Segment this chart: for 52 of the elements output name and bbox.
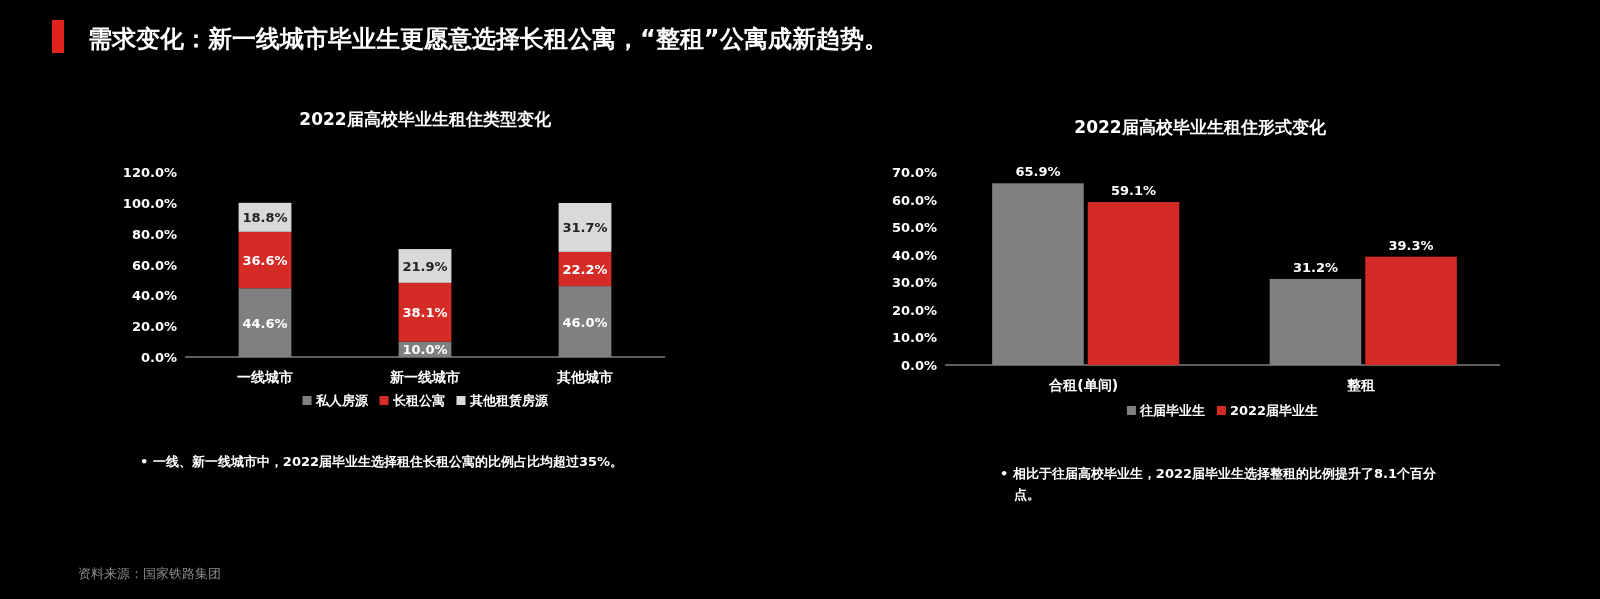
y-tick-label: 80.0% — [131, 226, 177, 242]
data-label: 59.1% — [1110, 183, 1157, 199]
y-tick-label: 20.0% — [891, 302, 937, 318]
y-tick-label: 40.0% — [131, 288, 177, 304]
data-label: 39.3% — [1388, 237, 1434, 253]
legend-label: 私人房源 — [314, 393, 369, 408]
legend-label: 2022届毕业生 — [1229, 403, 1319, 418]
bar — [398, 282, 452, 342]
x-tick-label: 新一线城市 — [389, 369, 460, 385]
bar — [1269, 278, 1362, 365]
bar — [1087, 202, 1180, 365]
data-label: 65.9% — [1015, 164, 1061, 180]
bar — [558, 202, 612, 252]
y-tick-label: 120.0% — [122, 165, 177, 180]
chart-title: 2022届高校毕业生租住类型变化 — [299, 109, 552, 129]
y-tick-label: 50.0% — [891, 220, 937, 236]
text: • 一线、新一线城市中，2022届毕业生选择租住长租公寓的比例占比均超过35%。 — [140, 454, 624, 469]
x-tick-label: 整租 — [1346, 377, 1376, 393]
x-tick-label: 一线城市 — [237, 369, 293, 385]
y-tick-label: 60.0% — [891, 192, 937, 208]
y-tick-label: 0.0% — [140, 350, 177, 365]
data-label: 18.8% — [242, 210, 288, 226]
legend-label: 其他租赁房源 — [468, 393, 549, 408]
y-tick-label: 0.0% — [900, 358, 937, 373]
data-label: 31.2% — [1292, 259, 1339, 275]
bar — [1365, 256, 1457, 365]
y-tick-label: 100.0% — [122, 195, 177, 211]
chart-title: 2022届高校毕业生租住形式变化 — [1074, 117, 1327, 137]
x-tick-label: 其他城市 — [556, 369, 613, 385]
legend-label: 长租公寓 — [391, 393, 445, 408]
y-tick-label: 60.0% — [131, 257, 177, 273]
y-tick-label: 10.0% — [891, 330, 937, 346]
data-label: 46.0% — [562, 314, 608, 330]
text: 资料来源：国家铁路集团 — [78, 566, 221, 581]
text: • 相比于往届高校毕业生，2022届毕业生选择整租的比例提升了8.1个百分点。 — [1000, 466, 1438, 502]
data-label: 31.7% — [562, 220, 608, 236]
y-tick-label: 30.0% — [891, 275, 937, 291]
y-tick-label: 70.0% — [891, 165, 937, 180]
data-label: 38.1% — [402, 305, 448, 321]
data-label: 10.0% — [402, 342, 448, 358]
text: 需求变化：新一线城市毕业生更愿意选择长租公寓，“整租”公寓成新趋势。 — [88, 25, 888, 53]
bar — [558, 286, 612, 357]
y-tick-label: 40.0% — [891, 247, 937, 263]
legend-label: 往届毕业生 — [1138, 403, 1205, 418]
bar — [992, 183, 1084, 365]
data-label: 22.2% — [562, 261, 608, 277]
data-label: 36.6% — [242, 253, 288, 269]
bar — [238, 288, 292, 357]
data-label: 44.6% — [242, 315, 288, 331]
y-tick-label: 20.0% — [131, 319, 177, 335]
x-tick-label: 合租(单间) — [1048, 377, 1119, 393]
data-label: 21.9% — [402, 258, 448, 274]
